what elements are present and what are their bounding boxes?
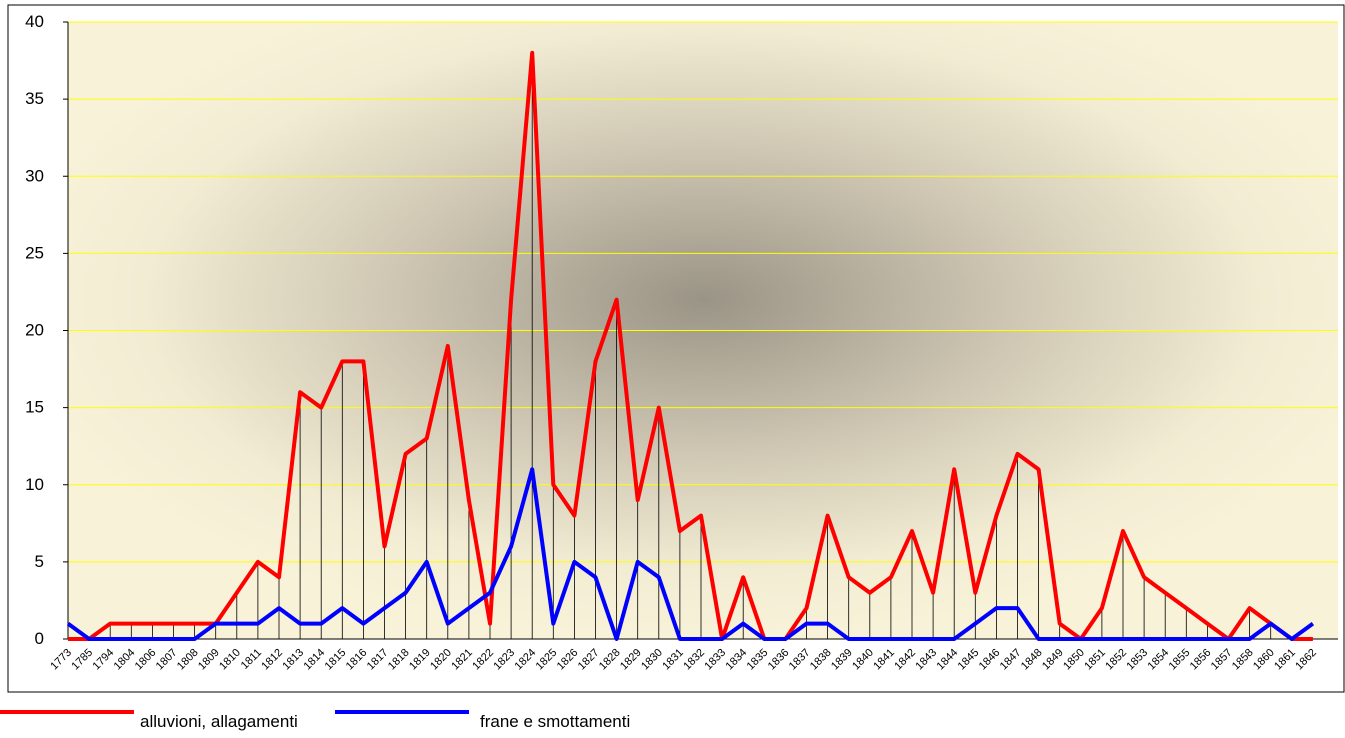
y-tick-label: 5 [35, 552, 44, 571]
legend-label: frane e smottamenti [480, 712, 630, 731]
y-tick-label: 20 [25, 321, 44, 340]
y-tick-label: 40 [25, 12, 44, 31]
y-tick-label: 25 [25, 243, 44, 262]
legend: alluvioni, allagamenti frane e smottament… [0, 710, 630, 731]
legend-label: alluvioni, allagamenti [140, 712, 298, 731]
series-line [68, 50, 1313, 641]
y-tick-label: 35 [25, 89, 44, 108]
y-tick-label: 10 [25, 475, 44, 494]
series-line [66, 467, 1315, 641]
y-tick-label: 0 [35, 629, 44, 648]
y-tick-label: 15 [25, 398, 44, 417]
y-tick-label: 30 [25, 166, 44, 185]
